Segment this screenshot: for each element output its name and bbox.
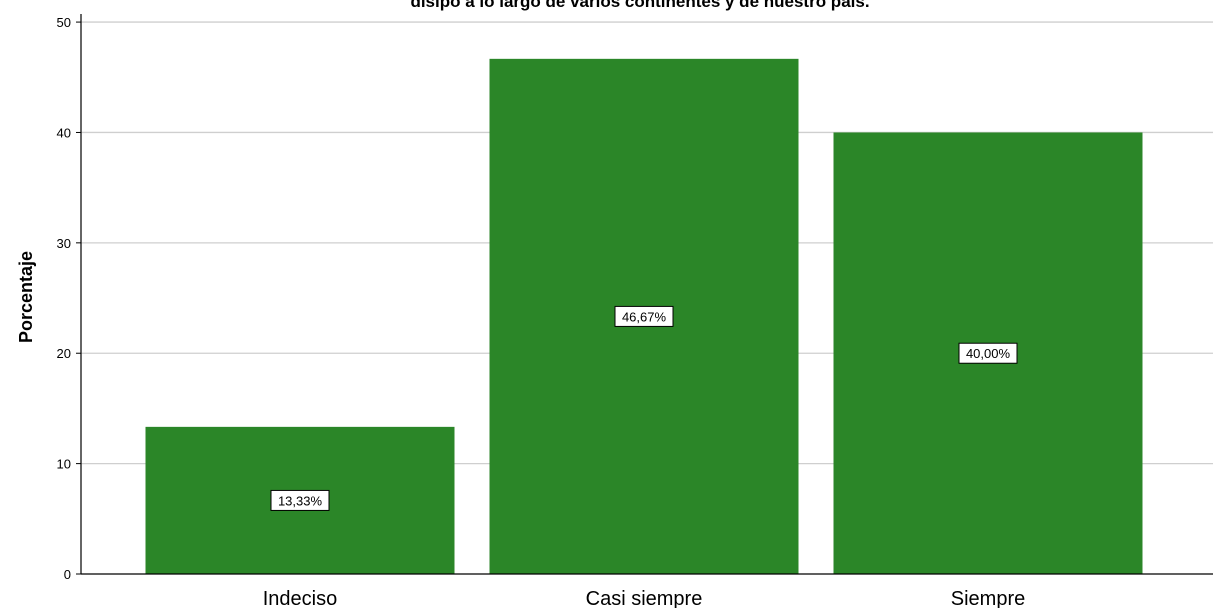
y-tick-label: 40 [57,125,71,140]
y-tick-label: 20 [57,346,71,361]
axes: 0 10 20 30 40 50 Indeciso Casi siempre Siempre [57,14,1213,610]
chart-title: disipo a lo largo de varios continentes … [410,0,870,11]
x-tick-label: Siempre [951,588,1025,608]
x-tick-label: Casi siempre [586,588,703,608]
data-label: 13,33% [278,493,323,508]
y-tick-label: 50 [57,15,71,30]
y-axis-label: Porcentaje [16,251,36,343]
y-tick-label: 30 [57,236,71,251]
data-label-box [958,342,1018,364]
y-tick-label: 0 [64,567,71,582]
x-tick-label: Indeciso [263,588,338,608]
data-label: 46,67% [622,309,667,324]
y-tick-label: 10 [57,457,71,472]
data-labels: 13,33% 46,67% 40,00% [270,305,1018,511]
data-label-box [270,489,330,511]
data-label: 40,00% [966,346,1011,361]
data-label-box [614,305,674,327]
